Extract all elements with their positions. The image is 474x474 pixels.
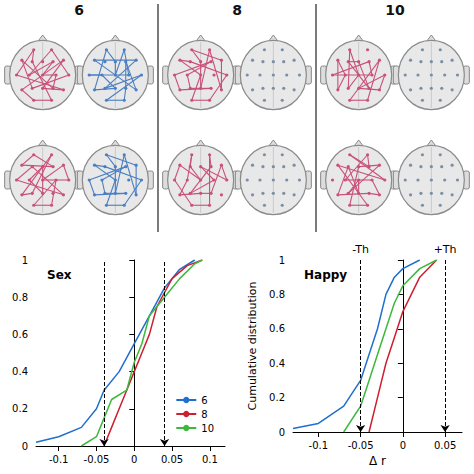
svg-text:0.2: 0.2 [269,392,285,403]
svg-text:10: 10 [201,423,214,434]
svg-text:0.6: 0.6 [12,329,28,340]
svg-text:0: 0 [22,441,28,452]
svg-text:Sex: Sex [47,268,72,282]
svg-text:0.05: 0.05 [161,454,183,465]
svg-text:0.6: 0.6 [269,323,285,334]
svg-text:0.05: 0.05 [434,440,456,451]
svg-text:0.1: 0.1 [202,454,218,465]
svg-text:0: 0 [279,427,285,438]
svg-text:10: 10 [385,2,405,18]
svg-text:+Th: +Th [434,243,457,256]
svg-text:0.4: 0.4 [12,366,28,377]
svg-text:0.8: 0.8 [269,289,285,300]
svg-text:1: 1 [279,255,285,266]
svg-text:-0.1: -0.1 [309,440,329,451]
svg-text:1: 1 [22,255,28,266]
svg-text:-0.05: -0.05 [348,440,374,451]
svg-text:Cumulative distribution: Cumulative distribution [246,281,259,410]
svg-text:6: 6 [201,395,207,406]
svg-text:0.4: 0.4 [269,358,285,369]
svg-text:-Th: -Th [352,243,369,256]
svg-text:-0.05: -0.05 [84,454,110,465]
svg-text:0.8: 0.8 [12,292,28,303]
svg-text:Happy: Happy [304,268,347,282]
svg-text:Δ r: Δ r [369,454,386,468]
svg-text:-0.1: -0.1 [49,454,69,465]
svg-text:8: 8 [232,2,242,18]
svg-text:0.2: 0.2 [12,403,28,414]
svg-text:0: 0 [400,440,406,451]
svg-text:6: 6 [74,2,84,18]
svg-text:8: 8 [201,409,207,420]
svg-text:0: 0 [131,454,137,465]
